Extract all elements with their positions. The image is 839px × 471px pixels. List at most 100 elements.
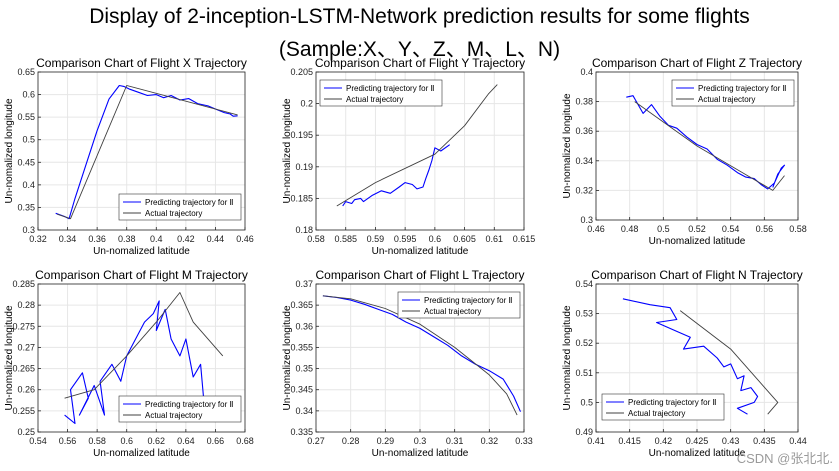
x-tick-label: 0.59 [367,234,385,244]
y-tick-label: 0.195 [290,130,313,140]
y-tick-label: 0.36 [295,321,313,331]
y-tick-label: 0.3 [22,225,35,235]
y-tick-label: 0.5 [22,135,35,145]
x-tick-label: 0.585 [334,234,357,244]
x-tick-label: 0.32 [29,234,47,244]
x-tick-label: 0.58 [307,234,325,244]
predicted-trajectory-line [622,298,759,415]
actual-trajectory-line [634,101,785,191]
y-tick-label: 0.265 [12,364,35,374]
y-axis-label: Un-nomalized longitude [4,305,15,411]
figure-title: Display of 2-inception-LSTM-Network pred… [89,5,750,28]
legend-label-actual: Actual trajectory [346,95,403,104]
y-axis-label: Un-nomalized longitude [562,305,573,411]
legend-label-predicted: Predicting trajectory for Ⅱ [424,296,512,305]
chart-4: 0.54 0.56 0.58 0.6 0.62 0.64 0.66 0.68 0.25 0.255… [4,268,254,459]
x-tick-label: 0.34 [59,234,77,244]
chart-title: Comparison Chart of Flight N Trajectory [591,268,802,282]
y-tick-label: 0.185 [290,193,313,203]
actual-trajectory-line [322,295,518,416]
y-tick-label: 0.25 [17,427,35,437]
legend: Predicting trajectory for Ⅱ Actual trajec… [671,79,795,107]
chart-title: Comparison Chart of Flight X Trajectory [36,56,247,70]
figure-subtitle: (Sample:X、Y、Z、M、L、N) [278,38,561,61]
y-tick-label: 0.28 [17,300,35,310]
actual-trajectory-line [57,85,238,220]
x-tick-label: 0.27 [307,436,325,446]
chart-3: 0.46 0.48 0.5 0.52 0.54 0.56 0.58 0.3 0.32 0.34 0.… [562,56,807,247]
x-tick-label: 0.32 [481,436,499,446]
x-axis-label: Un-nomalized latitude [649,448,746,459]
chart-title: Comparison Chart of Flight Y Trajectory [315,56,525,70]
x-tick-label: 0.6 [429,234,442,244]
y-tick-label: 0.5 [580,397,593,407]
y-axis-label: Un-nomalized longitude [4,98,15,204]
y-tick-label: 0.38 [575,97,593,107]
x-tick-label: 0.43 [722,436,740,446]
actual-trajectory-line [336,84,498,207]
legend: Predicting trajectory for Ⅱ Actual trajec… [118,395,242,423]
y-tick-label: 0.35 [295,364,313,374]
y-tick-label: 0.55 [17,112,35,122]
chart-1: 0.32 0.34 0.36 0.38 0.4 0.42 0.44 0.46 0.3 0.35 0.… [4,56,254,257]
chart-title: Comparison Chart of Flight M Trajectory [35,268,248,282]
y-tick-label: 0.6 [22,90,35,100]
plot-frame [37,283,246,433]
predicted-trajectory-line [626,95,786,190]
x-tick-label: 0.61 [486,234,504,244]
x-tick-label: 0.46 [236,234,254,244]
y-tick-label: 0.335 [290,427,313,437]
y-tick-label: 0.3 [580,215,593,225]
legend: Predicting trajectory for Ⅱ Actual trajec… [118,193,242,221]
watermark: CSDN @张北北. [736,451,833,466]
x-tick-label: 0.68 [236,436,254,446]
x-tick-label: 0.415 [618,436,641,446]
legend: Predicting trajectory for Ⅱ Actual trajec… [319,79,443,107]
predicted-trajectory-line [322,295,522,412]
y-tick-label: 0.65 [17,67,35,77]
x-tick-label: 0.56 [59,436,77,446]
legend-label-predicted: Predicting trajectory for Ⅱ [145,198,233,207]
y-axis-label: Un-nomalized longitude [282,98,293,204]
x-tick-label: 0.46 [587,224,605,234]
legend-box [601,393,725,421]
x-tick-label: 0.595 [394,234,417,244]
x-tick-label: 0.31 [446,436,464,446]
y-tick-label: 0.34 [295,406,313,416]
plot-frame [37,71,246,231]
actual-trajectory-line [64,292,224,399]
legend: Predicting trajectory for Ⅱ Actual trajec… [601,393,725,421]
x-tick-label: 0.28 [342,436,360,446]
y-tick-label: 0.49 [575,427,593,437]
y-tick-label: 0.18 [295,225,313,235]
y-tick-label: 0.27 [17,342,35,352]
y-axis-label: Un-nomalized longitude [562,93,573,199]
x-tick-label: 0.58 [88,436,106,446]
x-tick-label: 0.44 [207,234,225,244]
y-tick-label: 0.51 [575,368,593,378]
x-tick-label: 0.615 [513,234,536,244]
x-tick-label: 0.435 [753,436,776,446]
y-tick-label: 0.54 [575,279,593,289]
x-tick-label: 0.5 [657,224,670,234]
chart-title: Comparison Chart of Flight L Trajectory [316,268,525,282]
chart-title: Comparison Chart of Flight Z Trajectory [592,56,802,70]
x-tick-label: 0.33 [515,436,533,446]
actual-trajectory-line [679,310,779,415]
x-tick-label: 0.66 [207,436,225,446]
x-tick-label: 0.29 [377,436,395,446]
legend-label-predicted: Predicting trajectory for Ⅱ [145,400,233,409]
x-tick-label: 0.56 [756,224,774,234]
chart-2: 0.58 0.585 0.59 0.595 0.6 0.605 0.61 0.615 0.18 0… [282,56,535,257]
y-tick-label: 0.4 [22,180,35,190]
x-axis-label: Un-nomalized latitude [649,236,746,247]
x-tick-label: 0.3 [414,436,427,446]
chart-6: 0.41 0.415 0.42 0.425 0.43 0.435 0.44 0.49 0.5 0.… [562,268,807,459]
x-axis-label: Un-nomalized latitude [93,448,190,459]
x-axis-label: Un-nomalized latitude [372,246,469,257]
y-tick-label: 0.2 [300,99,313,109]
legend-label-predicted: Predicting trajectory for Ⅱ [628,398,716,407]
legend-box [397,291,521,319]
x-tick-label: 0.42 [655,436,673,446]
legend-label-actual: Actual trajectory [145,411,202,420]
